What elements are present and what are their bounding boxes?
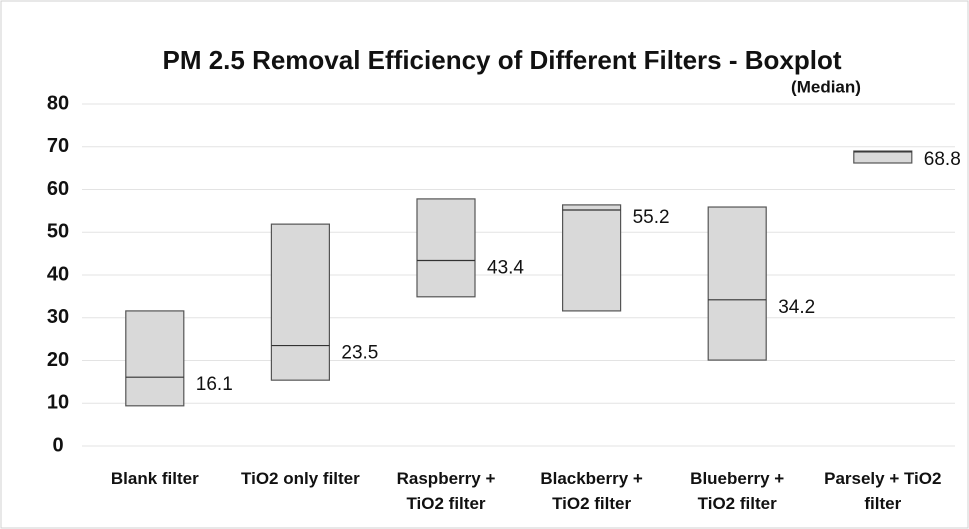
median-label: 23.5 [341,343,378,364]
x-tick-label: Raspberry + TiO2 filter [396,469,496,513]
y-tick-label: 20 [47,349,69,371]
median-label: 68.8 [924,149,961,170]
box [270,223,330,381]
x-tick-label: Parsely + TiO2 filter [824,469,942,513]
y-tick-label: 50 [47,221,69,243]
y-tick-label: 30 [47,306,69,328]
box [561,204,622,312]
y-tick-label: 70 [47,135,69,157]
median-label: 34.2 [778,297,815,318]
box [853,150,913,164]
y-tick-label: 0 [52,434,63,456]
box [416,198,476,298]
chart-title: PM 2.5 Removal Efficiency of Different F… [162,45,841,75]
y-tick-label: 10 [47,392,69,414]
x-tick-label: TiO2 only filter [241,469,360,488]
y-tick-label: 40 [47,263,69,285]
median-label: 43.4 [487,257,524,278]
median-label: 16.1 [196,374,233,395]
x-tick-label: Blackberry + TiO2 filter [540,469,643,513]
y-tick-label: 60 [47,178,69,200]
box [707,206,767,361]
x-tick-label: Blueberry + TiO2 filter [690,469,785,513]
median-label: 55.2 [633,207,670,228]
x-tick-label: Blank filter [110,469,199,488]
box [125,310,185,407]
y-tick-label: 80 [47,92,69,114]
chart-subtitle: (Median) [791,77,861,96]
